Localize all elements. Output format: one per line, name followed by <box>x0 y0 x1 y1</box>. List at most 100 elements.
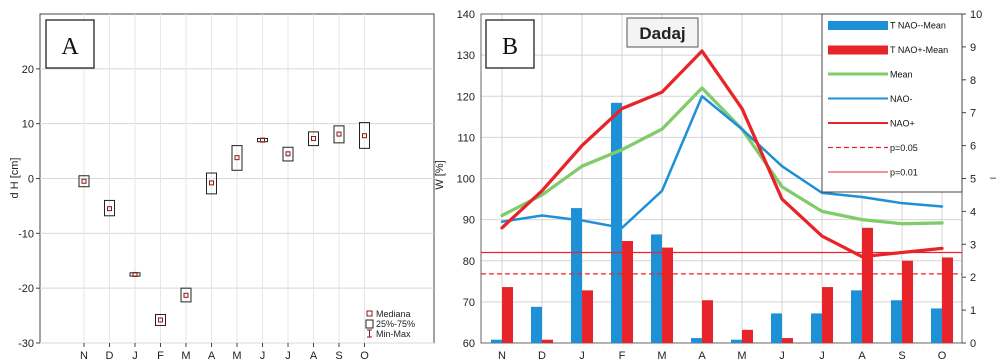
panel-b-nao-minus-line <box>500 95 944 230</box>
panel-a-y-tick-label: -10 <box>18 228 34 240</box>
panel-b-y2-ticks: 0 1 2 3 4 5 6 7 8 9 10 <box>962 9 982 350</box>
legend-label: Mean <box>890 70 913 80</box>
panel-b-y-tick-label: 90 <box>463 215 475 227</box>
panel-a-median-marker <box>336 131 342 137</box>
panel-a-grid <box>40 14 434 344</box>
panel-a-median-marker <box>183 292 189 298</box>
panel-a-box <box>282 146 294 162</box>
panel-b-y2-tick-label: 5 <box>970 174 976 186</box>
panel-b-y2-tick-label: 10 <box>970 9 982 21</box>
panel-b-x-tick-label: S <box>898 350 905 362</box>
panel-b-y-tick-label: 80 <box>463 256 475 268</box>
panel-b-y2-tick-label: 4 <box>970 206 976 218</box>
panel-b-y-ticks: 60 70 80 90 100 110 120 130 140 <box>457 9 475 350</box>
panel-a-x-tick-label: A <box>208 350 216 362</box>
panel-b-bar-nao-plus <box>702 300 713 343</box>
legend-label: NAO- <box>890 94 913 104</box>
panel-a-median-marker <box>158 317 163 323</box>
panel-b-x-tick-label: J <box>579 350 585 362</box>
panel-a-box <box>155 313 166 326</box>
panel-b-label-box <box>485 19 535 69</box>
panel-a-y-tick-label: -30 <box>18 338 34 350</box>
legend-swatch-bar <box>828 45 888 55</box>
panel-b-y-tick-label: 100 <box>457 174 475 186</box>
panel-b-y-tick-label: 70 <box>463 297 475 309</box>
panel-b-legend-frame <box>821 13 963 193</box>
panel-b-bar-nao-minus <box>891 300 902 343</box>
panel-b-x-tick-label: O <box>938 350 947 362</box>
panel-b-right-axis-dash: – <box>990 172 997 184</box>
panel-b-lines <box>500 49 944 259</box>
panel-b-bar-nao-minus <box>731 339 742 343</box>
panel-a-y-ticks: 20 10 0 -10 -20 -30 <box>18 64 40 350</box>
legend-label: NAO+ <box>890 119 915 129</box>
panel-a-x-tick-label: D <box>106 350 114 362</box>
panel-b-y2-tick-label: 3 <box>970 239 976 251</box>
panel-b-nao-plus-line <box>500 49 944 259</box>
panel-a: 20 10 0 -10 -20 -30 N D J F M A M J J A S O d H [cm] A M… <box>9 13 435 362</box>
panel-b-y-tick-label: 140 <box>457 9 475 21</box>
panel-b-y-tick-label: 110 <box>457 132 475 144</box>
panel-b-bars <box>491 102 953 343</box>
legend-label: T NAO--Mean <box>890 21 946 31</box>
panel-b-x-tick-label: M <box>737 350 746 362</box>
panel-a-x-tick-label: A <box>310 350 318 362</box>
panel-a-box <box>359 122 370 149</box>
panel-a-x-tick-label: J <box>285 350 291 362</box>
panel-b: 60 70 80 90 100 110 120 130 140 0 1 2 3 4 5 6 7 8 9 10 N D J… <box>434 9 997 362</box>
panel-a-box <box>180 287 192 303</box>
panel-b-y-tick-label: 120 <box>457 91 475 103</box>
legend-box-marker <box>365 319 374 329</box>
panel-b-bar-nao-plus <box>742 329 753 343</box>
panel-b-title: Dadaj <box>639 24 685 43</box>
panel-a-x-tick-label: J <box>132 350 138 362</box>
panel-a-median-marker <box>81 178 87 184</box>
panel-a-x-tick-label: M <box>181 350 190 362</box>
panel-b-x-tick-label: D <box>538 350 546 362</box>
legend-box-label: 25%-75% <box>376 319 415 329</box>
panel-b-bar-nao-minus <box>611 102 622 343</box>
panel-b-bar-nao-plus <box>942 257 953 343</box>
panel-b-bar-nao-minus <box>811 313 822 343</box>
panel-b-bar-nao-minus <box>931 308 942 343</box>
panel-a-box <box>333 125 345 144</box>
panel-b-bar-nao-plus <box>622 241 633 343</box>
legend-label: T NAO+-Mean <box>890 45 948 55</box>
panel-b-y2-tick-label: 2 <box>970 272 976 284</box>
panel-b-x-tick-label: F <box>619 350 626 362</box>
panel-b-bar-nao-plus <box>902 260 913 343</box>
panel-a-median-marker <box>107 206 112 212</box>
panel-a-label-box <box>45 19 95 69</box>
panel-a-median-marker <box>285 151 291 157</box>
panel-b-reference-lines <box>481 251 962 275</box>
panel-a-x-tick-label: M <box>232 350 241 362</box>
panel-b-bar-nao-minus <box>571 208 582 343</box>
legend-label: p=0.05 <box>890 143 918 153</box>
panel-b-bar-nao-minus <box>771 313 782 343</box>
panel-b-y-axis-label: W [%] <box>434 160 446 189</box>
panel-b-bar-nao-minus <box>691 338 702 343</box>
panel-a-y-tick-label: 0 <box>28 174 34 186</box>
panel-a-median-marker <box>234 155 240 161</box>
panel-a-x-tick-label: O <box>360 350 369 362</box>
panel-b-legend: T NAO--Mean T NAO+-Mean Mean NAO- NAO+ p=0.05… <box>828 21 948 178</box>
panel-a-box <box>206 172 217 195</box>
panel-a-box <box>231 145 243 171</box>
panel-b-x-tick-label: J <box>819 350 825 362</box>
panel-b-x-tick-label: N <box>498 350 506 362</box>
panel-a-box <box>78 175 90 188</box>
panel-b-bar-nao-plus <box>822 287 833 343</box>
panel-b-bar-nao-plus <box>502 287 513 343</box>
panel-b-title-box <box>626 17 699 48</box>
panel-a-label: A <box>61 34 79 60</box>
panel-b-bar-nao-minus <box>491 339 502 343</box>
panel-b-bar-nao-plus <box>582 290 593 343</box>
panel-a-y-tick-label: -20 <box>18 283 34 295</box>
panel-a-median-marker <box>311 135 316 141</box>
panel-b-y2-tick-label: 9 <box>970 42 976 54</box>
panel-b-y2-tick-label: 1 <box>970 305 976 317</box>
panel-b-bar-nao-plus <box>862 227 873 343</box>
panel-b-y2-tick-label: 7 <box>970 108 976 120</box>
